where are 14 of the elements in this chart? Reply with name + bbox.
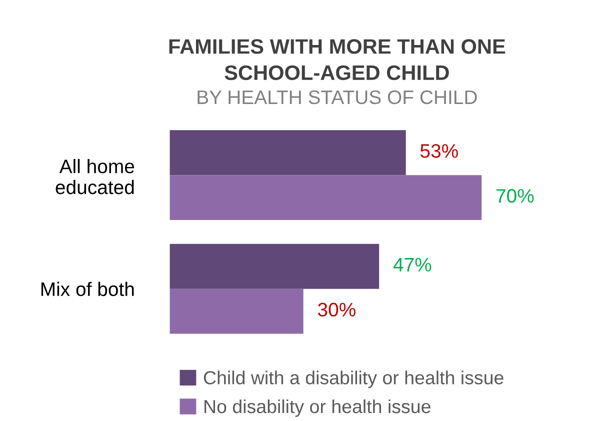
y-tick-label: All home educated: [56, 158, 134, 194]
data-label: 47%: [393, 258, 432, 272]
legend-label: Child with a disability or health issue: [204, 370, 504, 388]
chart-subtitle: BY HEALTH STATUS OF CHILD: [198, 90, 477, 104]
data-label: 70%: [496, 189, 534, 203]
legend-label: No disability or health issue: [204, 399, 430, 417]
bar: [170, 288, 304, 334]
bar: [170, 244, 380, 289]
bar: [170, 175, 482, 220]
data-label: 30%: [318, 302, 356, 317]
chart-title: FAMILIES WITH MORE THAN ONE SCHOOL-AGED CHILD: [169, 39, 506, 80]
y-tick-label: Mix of both: [41, 282, 134, 296]
bar: [170, 130, 406, 176]
data-label: 53%: [420, 144, 458, 158]
